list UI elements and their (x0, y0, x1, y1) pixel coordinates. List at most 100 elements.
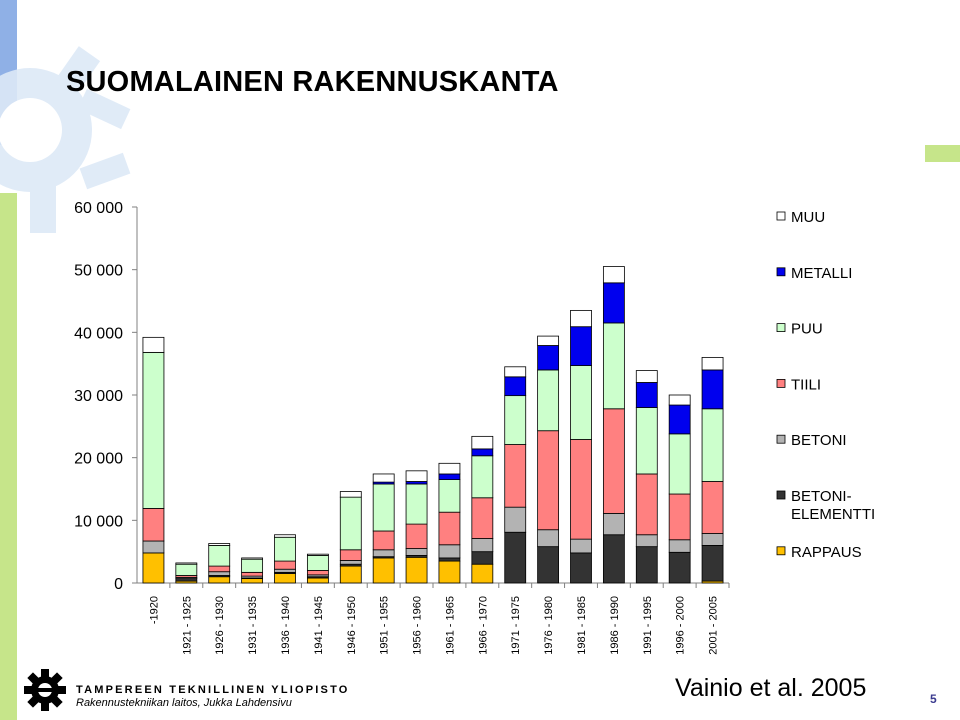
x-tick-label: 1996 - 2000 (675, 596, 687, 655)
bar-segment (208, 545, 231, 567)
bar-segment (570, 326, 592, 366)
bar-segment (142, 351, 165, 509)
bar-segment (175, 563, 198, 576)
bar-segment (570, 538, 592, 554)
bar-segment (274, 560, 296, 570)
bar-segment (405, 470, 428, 482)
bar-segment (635, 473, 658, 536)
bar-segment (339, 549, 362, 561)
bar-segment (537, 369, 560, 432)
bar-segment (668, 404, 691, 435)
bar-segment (668, 551, 691, 584)
legend-label: RAPPAUS (791, 544, 862, 561)
x-tick-label: 1946 - 1950 (346, 596, 358, 655)
bar-segment (274, 573, 296, 584)
bar-segment (241, 578, 264, 584)
legend-label: MUU (791, 209, 825, 226)
bar-segment (405, 483, 428, 525)
bar-segment (274, 568, 296, 573)
legend-swatch (776, 323, 786, 333)
bar-segment (405, 556, 428, 584)
bar-segment (602, 322, 625, 410)
bar-segment (471, 448, 494, 457)
slide-title: SUOMALAINEN RAKENNUSKANTA (66, 66, 559, 98)
footer-university-name: TAMPEREEN TEKNILLINEN YLIOPISTO (76, 684, 350, 696)
bar-segment (504, 376, 527, 397)
bar-segment (570, 439, 592, 540)
x-tick-label: 1991 - 1995 (642, 596, 654, 655)
x-tick-label: 1926 - 1930 (214, 596, 226, 655)
bar-segment (701, 369, 724, 410)
y-tick-label: 50 000 (74, 263, 123, 280)
bar-segment (471, 538, 494, 553)
bar-segment (339, 565, 362, 584)
bar-segment (339, 491, 362, 498)
footer-department: Rakennustekniikan laitos, Jukka Lahdensi… (76, 697, 292, 709)
bar-segment (438, 473, 461, 480)
bar-segment (602, 534, 625, 584)
x-tick-label: 1931 - 1935 (247, 596, 259, 655)
x-tick-label: 1951 - 1955 (379, 596, 391, 655)
legend-swatch (776, 267, 786, 277)
legend-swatch (776, 434, 786, 444)
legend-swatch (776, 378, 786, 388)
bar-segment (142, 508, 165, 542)
bar-segment (504, 395, 527, 445)
stacked-bar-chart: 0 10 000 20 000 30 000 40 000 50 000 60 000 -19… (74, 200, 875, 655)
legend-swatch (776, 490, 786, 500)
bar-segment (635, 546, 658, 584)
bar-segment (537, 335, 560, 346)
bar-segment (471, 497, 494, 539)
bar-segment (537, 546, 560, 584)
bar-segment (405, 548, 428, 556)
bar-segment (372, 530, 395, 551)
bar-segment (438, 479, 461, 513)
legend-label: PUU (791, 321, 823, 338)
bar-segment (208, 565, 231, 573)
bar-segment (438, 544, 461, 559)
x-tick-label: 1961 - 1965 (444, 596, 456, 655)
university-gear-logo-icon (24, 669, 66, 711)
bar-segment (635, 534, 658, 548)
bar-segment (438, 557, 461, 562)
bar-segment (274, 534, 296, 538)
y-tick-label: 20 000 (74, 451, 123, 468)
bar-segment (438, 560, 461, 584)
bar-segment (701, 533, 724, 546)
bar-segment (339, 560, 362, 565)
x-tick-label: 1971 - 1975 (510, 596, 522, 655)
bar-segment (208, 576, 231, 584)
bar-segment (504, 366, 527, 378)
bar-segment (306, 555, 329, 571)
legend-label: BETONI-ELEMENTTI (791, 488, 875, 523)
citation: Vainio et al. 2005 (675, 674, 867, 702)
bar-segment (471, 563, 494, 584)
bar-segment (241, 557, 264, 560)
bar-segment (142, 540, 165, 554)
bar-segment (306, 577, 329, 584)
bar-segment (175, 562, 198, 565)
bar-segment (306, 570, 329, 576)
bar-segment (668, 433, 691, 495)
bar-segment (208, 543, 231, 546)
bar-segment (208, 571, 231, 576)
bar-segment (372, 473, 395, 483)
bar-segment (701, 481, 724, 534)
bar-segment (471, 435, 494, 450)
x-tick-label: 2001 - 2005 (708, 596, 720, 655)
bar-segment (602, 266, 625, 284)
bar-segment (602, 408, 625, 514)
bar-segment (668, 493, 691, 541)
bar-segment (241, 558, 264, 573)
x-tick-label: 1976 - 1980 (543, 596, 555, 655)
bar-segment (471, 551, 494, 565)
x-tick-label: -1920 (148, 596, 160, 624)
legend-label: METALLI (791, 265, 852, 282)
legend-label: BETONI (791, 432, 847, 449)
legend-swatch (776, 211, 786, 221)
bar-segment (701, 408, 724, 482)
bar-segment (274, 536, 296, 562)
y-tick-label: 40 000 (74, 325, 123, 342)
legend-swatch (776, 546, 786, 556)
bar-segment (635, 407, 658, 475)
